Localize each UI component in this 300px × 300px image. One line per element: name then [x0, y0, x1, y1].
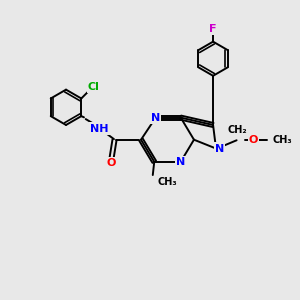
- Text: N: N: [151, 112, 160, 123]
- Text: F: F: [209, 24, 217, 34]
- Text: N: N: [215, 143, 224, 154]
- Text: CH₃: CH₃: [272, 135, 292, 145]
- Text: CH₂: CH₂: [227, 125, 247, 135]
- Text: O: O: [249, 135, 258, 145]
- Text: N: N: [176, 157, 185, 167]
- Text: Cl: Cl: [88, 82, 100, 92]
- Text: CH₃: CH₃: [157, 176, 177, 187]
- Text: NH: NH: [90, 124, 109, 134]
- Text: O: O: [107, 158, 116, 168]
